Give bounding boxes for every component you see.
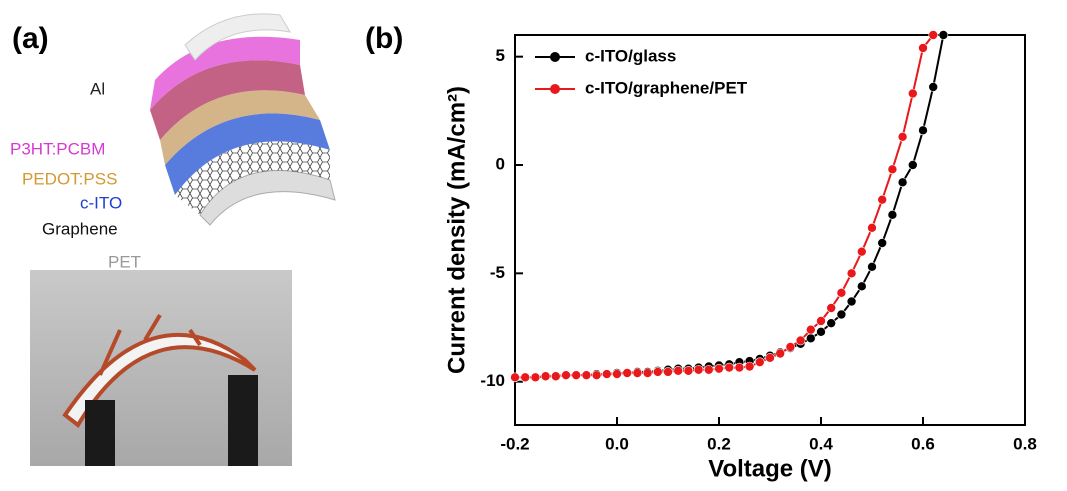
- data-point: [694, 365, 703, 374]
- data-point: [572, 371, 581, 380]
- data-point: [827, 304, 836, 313]
- legend-marker: [550, 84, 560, 94]
- data-point: [878, 195, 887, 204]
- data-point: [643, 369, 652, 378]
- x-tick-label: 0.6: [911, 434, 935, 453]
- data-point: [592, 371, 601, 380]
- data-point: [878, 239, 887, 248]
- data-point: [806, 334, 815, 343]
- x-tick-label: -0.2: [500, 434, 529, 453]
- data-point: [633, 369, 642, 378]
- layer-label: Graphene: [42, 219, 118, 238]
- data-point: [531, 373, 540, 382]
- data-point: [715, 364, 724, 373]
- data-point: [898, 132, 907, 141]
- layer-illustration: [150, 14, 335, 225]
- data-point: [766, 353, 775, 362]
- data-point: [929, 83, 938, 92]
- y-tick-label: -5: [490, 263, 505, 282]
- data-point: [704, 365, 713, 374]
- data-point: [653, 367, 662, 376]
- data-point: [776, 349, 785, 358]
- data-point: [582, 371, 591, 380]
- data-point: [745, 362, 754, 371]
- data-point: [817, 317, 826, 326]
- data-point: [735, 363, 744, 372]
- data-point: [857, 282, 866, 291]
- data-point: [674, 366, 683, 375]
- data-point: [868, 262, 877, 271]
- data-point: [725, 363, 734, 372]
- data-point: [898, 178, 907, 187]
- data-point: [551, 372, 560, 381]
- layer-label: Al: [90, 79, 105, 98]
- data-point: [562, 371, 571, 380]
- y-tick-label: 0: [496, 154, 505, 173]
- data-point: [939, 31, 948, 40]
- data-point: [837, 288, 846, 297]
- data-point: [847, 269, 856, 278]
- data-point: [613, 370, 622, 379]
- data-point: [888, 165, 897, 174]
- data-point: [919, 126, 928, 135]
- x-tick-label: 0.4: [809, 434, 833, 453]
- x-tick-label: 0.0: [605, 434, 629, 453]
- data-point: [602, 370, 611, 379]
- data-point: [806, 325, 815, 334]
- y-axis-label: Current density (mA/cm²): [443, 86, 470, 374]
- layer-label: PEDOT:PSS: [22, 169, 117, 188]
- panel-label: (a): [12, 22, 49, 55]
- data-point: [847, 297, 856, 306]
- layer-label: c-ITO: [80, 193, 122, 212]
- data-point: [796, 336, 805, 345]
- data-point: [868, 223, 877, 232]
- data-point: [827, 319, 836, 328]
- data-point: [888, 210, 897, 219]
- data-point: [817, 327, 826, 336]
- panel-label: (b): [365, 22, 403, 55]
- figure: (a) Al P3HT:PCBM PEDOT:PSS c-ITO Graphene PET…: [0, 0, 1067, 491]
- data-point: [664, 367, 673, 376]
- layer-label: P3HT:PCBM: [10, 139, 105, 158]
- data-point: [521, 373, 530, 382]
- x-axis-label: Voltage (V): [708, 455, 832, 482]
- data-point: [786, 343, 795, 352]
- data-point: [908, 89, 917, 98]
- device-photo: [30, 270, 292, 466]
- data-point: [623, 369, 632, 378]
- data-point: [919, 44, 928, 53]
- data-point: [755, 358, 764, 367]
- legend-label: c-ITO/graphene/PET: [585, 78, 748, 97]
- data-point: [929, 31, 938, 40]
- legend-marker: [550, 52, 560, 62]
- y-tick-label: 5: [496, 46, 505, 65]
- y-tick-label: -10: [480, 371, 505, 390]
- legend-label: c-ITO/glass: [585, 46, 676, 65]
- data-point: [837, 310, 846, 319]
- x-tick-label: 0.8: [1013, 434, 1037, 453]
- layer-label: PET: [108, 252, 141, 271]
- data-point: [541, 372, 550, 381]
- x-tick-label: 0.2: [707, 434, 731, 453]
- data-point: [684, 366, 693, 375]
- data-point: [511, 373, 520, 382]
- data-point: [908, 161, 917, 170]
- data-point: [857, 247, 866, 256]
